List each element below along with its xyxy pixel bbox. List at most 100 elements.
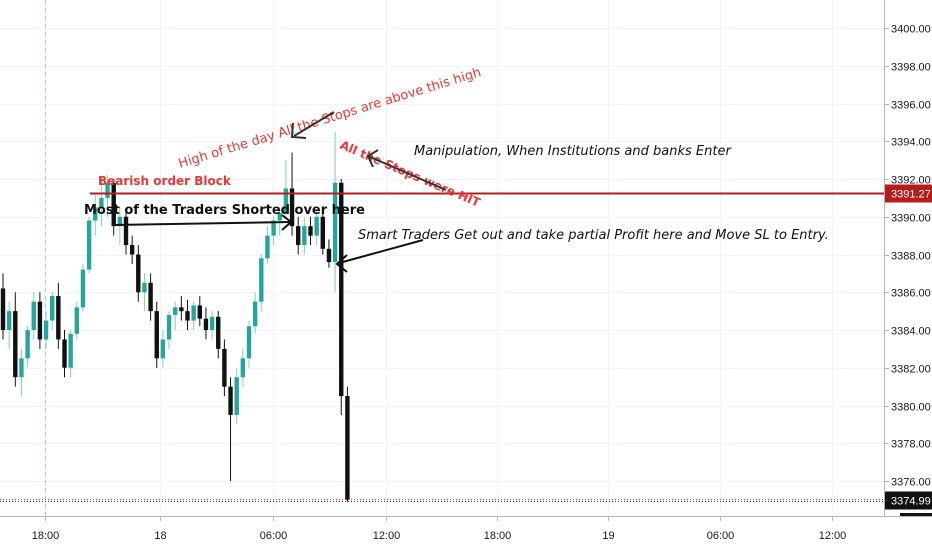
candle[interactable] xyxy=(19,348,24,397)
candle[interactable] xyxy=(197,296,202,327)
candle[interactable] xyxy=(148,273,153,321)
candle[interactable] xyxy=(13,292,18,387)
candle[interactable] xyxy=(320,212,325,255)
price-level-labels: 3391.27 3374.99 xyxy=(885,184,932,516)
candle[interactable] xyxy=(25,326,30,368)
candle-body xyxy=(99,197,104,208)
candle[interactable] xyxy=(216,311,221,359)
candle[interactable] xyxy=(326,239,332,268)
y-tick-label: 3386.00 xyxy=(891,288,931,300)
candle-body xyxy=(234,377,239,415)
candle[interactable] xyxy=(6,301,12,349)
candle[interactable] xyxy=(203,307,209,340)
smart-traders-arrowhead xyxy=(335,254,348,273)
y-tick-label: 3380.00 xyxy=(891,402,931,414)
candle[interactable] xyxy=(345,386,350,502)
candle[interactable] xyxy=(56,282,61,349)
candle[interactable] xyxy=(191,301,196,330)
candle[interactable] xyxy=(86,216,92,274)
candle[interactable] xyxy=(339,179,344,415)
candle[interactable] xyxy=(0,273,6,340)
candle-body xyxy=(179,307,184,312)
candle-body xyxy=(283,188,289,213)
candle[interactable] xyxy=(314,211,319,246)
candle[interactable] xyxy=(332,131,338,293)
candle[interactable] xyxy=(185,299,190,330)
candle[interactable] xyxy=(111,179,116,236)
candle[interactable] xyxy=(252,292,258,334)
candle[interactable] xyxy=(62,330,67,378)
candle[interactable] xyxy=(129,235,135,264)
candle-body xyxy=(50,296,55,321)
candle[interactable] xyxy=(222,339,227,397)
x-tick-label: 12:00 xyxy=(819,530,847,542)
candle[interactable] xyxy=(179,296,184,321)
candle[interactable] xyxy=(271,216,276,246)
candle[interactable] xyxy=(259,254,264,312)
candle-body xyxy=(80,269,86,308)
candle-body xyxy=(19,358,24,378)
candle-body xyxy=(173,307,178,315)
candle-body xyxy=(222,348,227,387)
candle[interactable] xyxy=(136,245,141,302)
candle[interactable] xyxy=(209,311,215,340)
price-level-badge xyxy=(885,491,932,510)
high-of-day-arrowhead xyxy=(290,122,307,139)
candle[interactable] xyxy=(50,292,55,330)
candle[interactable] xyxy=(43,311,49,349)
candle-body xyxy=(31,301,36,330)
candle[interactable] xyxy=(74,301,79,340)
x-axis-panel[interactable] xyxy=(0,517,885,550)
y-tick-label: 3384.00 xyxy=(891,326,931,338)
candle-body xyxy=(93,207,98,221)
candle-body xyxy=(308,226,313,236)
candle[interactable] xyxy=(37,292,43,349)
x-axis-ticks: 18:00 18 06:00 12:00 18:00 19 06:00 12:00 xyxy=(32,516,847,542)
candle[interactable] xyxy=(246,320,252,368)
all-stops-arrowhead xyxy=(366,149,379,168)
candle-body xyxy=(62,339,67,368)
candle[interactable] xyxy=(240,348,246,387)
candle[interactable] xyxy=(302,216,307,255)
candle[interactable] xyxy=(68,330,73,378)
candle[interactable] xyxy=(105,175,110,217)
traders-shorted-arrow xyxy=(113,221,291,226)
candle[interactable] xyxy=(117,207,123,246)
candle[interactable] xyxy=(160,330,166,368)
candle[interactable] xyxy=(166,311,172,349)
price-level-badge xyxy=(885,184,932,203)
candle-body xyxy=(332,182,338,263)
candle[interactable] xyxy=(283,160,289,217)
candle[interactable] xyxy=(80,263,86,312)
candle-body xyxy=(345,396,350,500)
candle-body xyxy=(185,311,190,321)
candle[interactable] xyxy=(154,301,159,368)
candle-body xyxy=(203,318,209,330)
candle[interactable] xyxy=(123,209,129,255)
candles xyxy=(0,131,350,502)
candle[interactable] xyxy=(265,226,270,264)
candle[interactable] xyxy=(31,292,36,340)
candle[interactable] xyxy=(234,367,239,425)
candle[interactable] xyxy=(296,216,301,255)
y-tick-label: 3398.00 xyxy=(891,62,931,74)
candle[interactable] xyxy=(142,273,147,312)
y-axis-panel[interactable] xyxy=(885,0,932,516)
traders-shorted-annotation: Most of the Traders Shorted over here xyxy=(84,203,365,218)
grid xyxy=(0,0,884,516)
candle-body xyxy=(148,282,153,312)
candle[interactable] xyxy=(173,301,178,330)
y-tick-label: 3392.00 xyxy=(891,175,931,187)
smart-traders-arrow xyxy=(338,239,424,264)
candle[interactable] xyxy=(308,216,313,246)
candle[interactable] xyxy=(99,179,104,227)
candle[interactable] xyxy=(93,194,98,236)
candle-body xyxy=(86,220,92,270)
candle[interactable] xyxy=(228,377,233,481)
x-tick-label: 12:00 xyxy=(373,530,401,542)
y-tick-label: 3388.00 xyxy=(891,251,931,263)
candle-body xyxy=(259,258,264,302)
candle-body xyxy=(37,301,43,340)
